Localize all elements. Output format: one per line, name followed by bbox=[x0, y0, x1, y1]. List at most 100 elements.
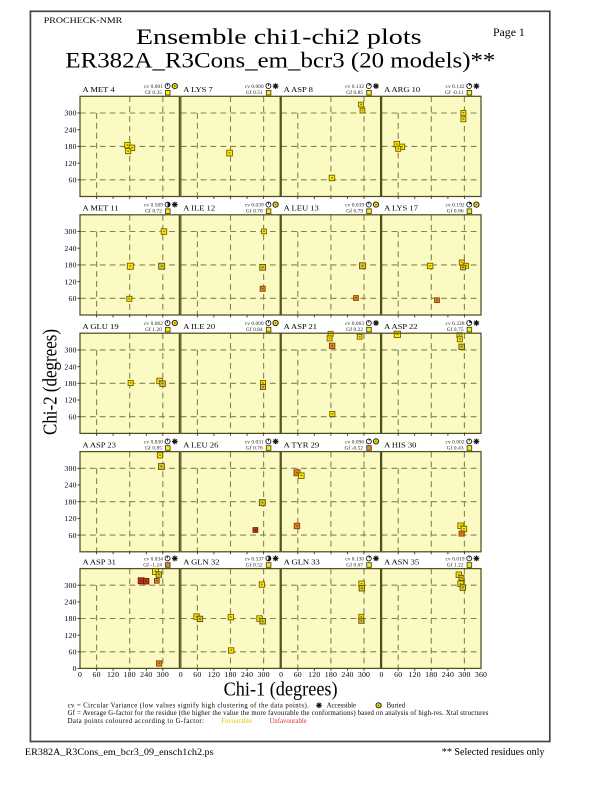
svg-text:180: 180 bbox=[124, 670, 136, 679]
svg-text:Chi-1 (degrees): Chi-1 (degrees) bbox=[224, 679, 338, 701]
svg-text:300: 300 bbox=[64, 464, 76, 473]
svg-text:300: 300 bbox=[64, 581, 76, 590]
svg-text:300: 300 bbox=[458, 670, 470, 679]
svg-text:A LEU 13: A LEU 13 bbox=[284, 204, 319, 213]
svg-text:Gf 0.67: Gf 0.67 bbox=[346, 562, 363, 569]
svg-text:Data points coloured according: Data points coloured according to G-fact… bbox=[68, 718, 205, 725]
svg-text:cv 0.000: cv 0.000 bbox=[245, 321, 264, 327]
svg-text:Gf 0.85: Gf 0.85 bbox=[346, 89, 363, 96]
svg-text:Accessible: Accessible bbox=[327, 703, 356, 710]
svg-text:cv 0.509: cv 0.509 bbox=[144, 203, 163, 209]
svg-text:cv 0.002: cv 0.002 bbox=[446, 440, 465, 446]
svg-text:Gf 0.52: Gf 0.52 bbox=[246, 562, 263, 569]
svg-text:240: 240 bbox=[140, 670, 152, 679]
svg-text:Gf 0.79: Gf 0.79 bbox=[346, 208, 363, 215]
svg-text:120: 120 bbox=[64, 514, 76, 523]
svg-text:A ARG 10: A ARG 10 bbox=[384, 85, 420, 94]
svg-text:cv 0.132: cv 0.132 bbox=[345, 84, 364, 90]
svg-text:60: 60 bbox=[394, 670, 402, 679]
svg-text:Gf -0.52: Gf -0.52 bbox=[344, 445, 363, 452]
svg-text:240: 240 bbox=[64, 481, 76, 490]
svg-text:360: 360 bbox=[475, 670, 487, 679]
svg-text:cv 0.039: cv 0.039 bbox=[245, 203, 264, 209]
svg-text:300: 300 bbox=[358, 670, 370, 679]
svg-text:120: 120 bbox=[64, 159, 76, 168]
svg-text:Gf 1.22: Gf 1.22 bbox=[447, 562, 464, 569]
svg-text:60: 60 bbox=[68, 531, 76, 540]
svg-text:cv 0.031: cv 0.031 bbox=[245, 440, 264, 446]
svg-text:Gf = Average G-factor for the: Gf = Average G-factor for the residue (t… bbox=[68, 710, 489, 717]
svg-text:Buried: Buried bbox=[387, 703, 406, 710]
svg-text:cv 0.034: cv 0.034 bbox=[144, 557, 163, 563]
svg-text:60: 60 bbox=[294, 670, 302, 679]
svg-text:60: 60 bbox=[68, 176, 76, 185]
svg-text:A ILE 20: A ILE 20 bbox=[183, 322, 215, 331]
svg-text:A ASP 23: A ASP 23 bbox=[83, 440, 117, 449]
svg-text:Gf 0.75: Gf 0.75 bbox=[447, 326, 464, 333]
svg-text:300: 300 bbox=[64, 109, 76, 118]
svg-text:cv 0.096: cv 0.096 bbox=[345, 440, 364, 446]
svg-text:cv 0.039: cv 0.039 bbox=[345, 203, 364, 209]
svg-text:A ASN 35: A ASN 35 bbox=[384, 557, 419, 566]
svg-text:180: 180 bbox=[64, 379, 76, 388]
svg-text:60: 60 bbox=[68, 412, 76, 421]
svg-text:A MET 11: A MET 11 bbox=[83, 204, 119, 213]
svg-text:cv 0.000: cv 0.000 bbox=[245, 84, 264, 90]
svg-text:240: 240 bbox=[341, 670, 353, 679]
svg-text:240: 240 bbox=[64, 125, 76, 134]
svg-text:A GLN 33: A GLN 33 bbox=[284, 557, 320, 566]
svg-text:A GLN 32: A GLN 32 bbox=[183, 557, 219, 566]
svg-text:300: 300 bbox=[157, 670, 169, 679]
svg-text:A LYS 17: A LYS 17 bbox=[384, 204, 418, 213]
svg-text:180: 180 bbox=[425, 670, 437, 679]
svg-text:Gf 0.22: Gf 0.22 bbox=[346, 326, 363, 333]
svg-text:cv 0.019: cv 0.019 bbox=[446, 557, 465, 563]
svg-text:A LYS 7: A LYS 7 bbox=[183, 85, 213, 94]
svg-text:180: 180 bbox=[224, 670, 236, 679]
svg-text:Gf 0.51: Gf 0.51 bbox=[246, 89, 263, 96]
svg-text:Favourable: Favourable bbox=[221, 718, 252, 725]
svg-text:Gf -1.24: Gf -1.24 bbox=[143, 562, 162, 569]
svg-text:240: 240 bbox=[442, 670, 454, 679]
svg-text:Gf 0.84: Gf 0.84 bbox=[246, 326, 263, 333]
svg-text:0: 0 bbox=[179, 670, 183, 679]
svg-text:ER382A_R3Cons_em_bcr3_09_ensch: ER382A_R3Cons_em_bcr3_09_ensch1ch2.ps bbox=[25, 747, 214, 757]
svg-text:cv 0.001: cv 0.001 bbox=[144, 84, 163, 90]
svg-text:0: 0 bbox=[78, 670, 82, 679]
svg-text:Gf 0.86: Gf 0.86 bbox=[447, 208, 464, 215]
svg-text:A ASP 8: A ASP 8 bbox=[284, 85, 313, 94]
svg-text:cv 0.537: cv 0.537 bbox=[245, 557, 264, 563]
svg-text:300: 300 bbox=[64, 346, 76, 355]
svg-text:240: 240 bbox=[64, 362, 76, 371]
svg-text:cv 0.192: cv 0.192 bbox=[446, 203, 465, 209]
svg-text:cv 0.130: cv 0.130 bbox=[345, 557, 364, 563]
svg-text:A LEU 26: A LEU 26 bbox=[183, 440, 218, 449]
svg-text:120: 120 bbox=[64, 396, 76, 405]
svg-text:ER382A_R3Cons_em_bcr3 (20 mode: ER382A_R3Cons_em_bcr3 (20 models)** bbox=[65, 48, 495, 73]
svg-text:180: 180 bbox=[64, 614, 76, 623]
svg-text:180: 180 bbox=[325, 670, 337, 679]
svg-text:240: 240 bbox=[64, 598, 76, 607]
svg-text:cv = Circular Variance (low va: cv = Circular Variance (low values signi… bbox=[68, 703, 310, 710]
svg-text:Gf 0.72: Gf 0.72 bbox=[145, 208, 162, 215]
svg-text:60: 60 bbox=[193, 670, 201, 679]
svg-text:240: 240 bbox=[64, 244, 76, 253]
svg-text:120: 120 bbox=[107, 670, 119, 679]
svg-text:180: 180 bbox=[64, 261, 76, 270]
svg-text:Gf 1.20: Gf 1.20 bbox=[145, 326, 162, 333]
svg-text:60: 60 bbox=[68, 294, 76, 303]
svg-text:Ensemble chi1-chi2 plots: Ensemble chi1-chi2 plots bbox=[136, 24, 422, 49]
svg-text:240: 240 bbox=[241, 670, 253, 679]
svg-text:Unfavourable: Unfavourable bbox=[269, 718, 306, 725]
svg-text:60: 60 bbox=[92, 670, 100, 679]
svg-text:180: 180 bbox=[64, 497, 76, 506]
svg-text:60: 60 bbox=[68, 648, 76, 657]
svg-text:Gf -0.11: Gf -0.11 bbox=[445, 89, 464, 96]
svg-text:120: 120 bbox=[64, 277, 76, 286]
svg-text:A MET 4: A MET 4 bbox=[83, 85, 115, 94]
svg-text:A ASP 22: A ASP 22 bbox=[384, 322, 418, 331]
svg-text:120: 120 bbox=[208, 670, 220, 679]
svg-text:cv 0.142: cv 0.142 bbox=[446, 84, 465, 90]
svg-text:Gf 0.85: Gf 0.85 bbox=[145, 445, 162, 452]
svg-text:A ILE 12: A ILE 12 bbox=[183, 204, 215, 213]
